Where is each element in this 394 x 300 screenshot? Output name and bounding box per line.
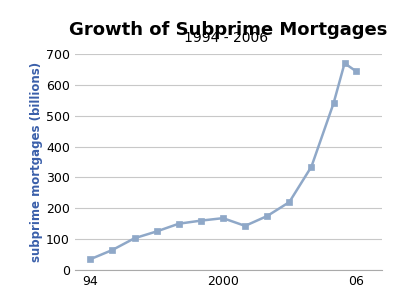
Title: Growth of Subprime Mortgages: Growth of Subprime Mortgages: [69, 21, 388, 39]
Y-axis label: subprime mortgages (billions): subprime mortgages (billions): [30, 62, 43, 262]
Text: 1994 - 2006: 1994 - 2006: [184, 32, 269, 46]
